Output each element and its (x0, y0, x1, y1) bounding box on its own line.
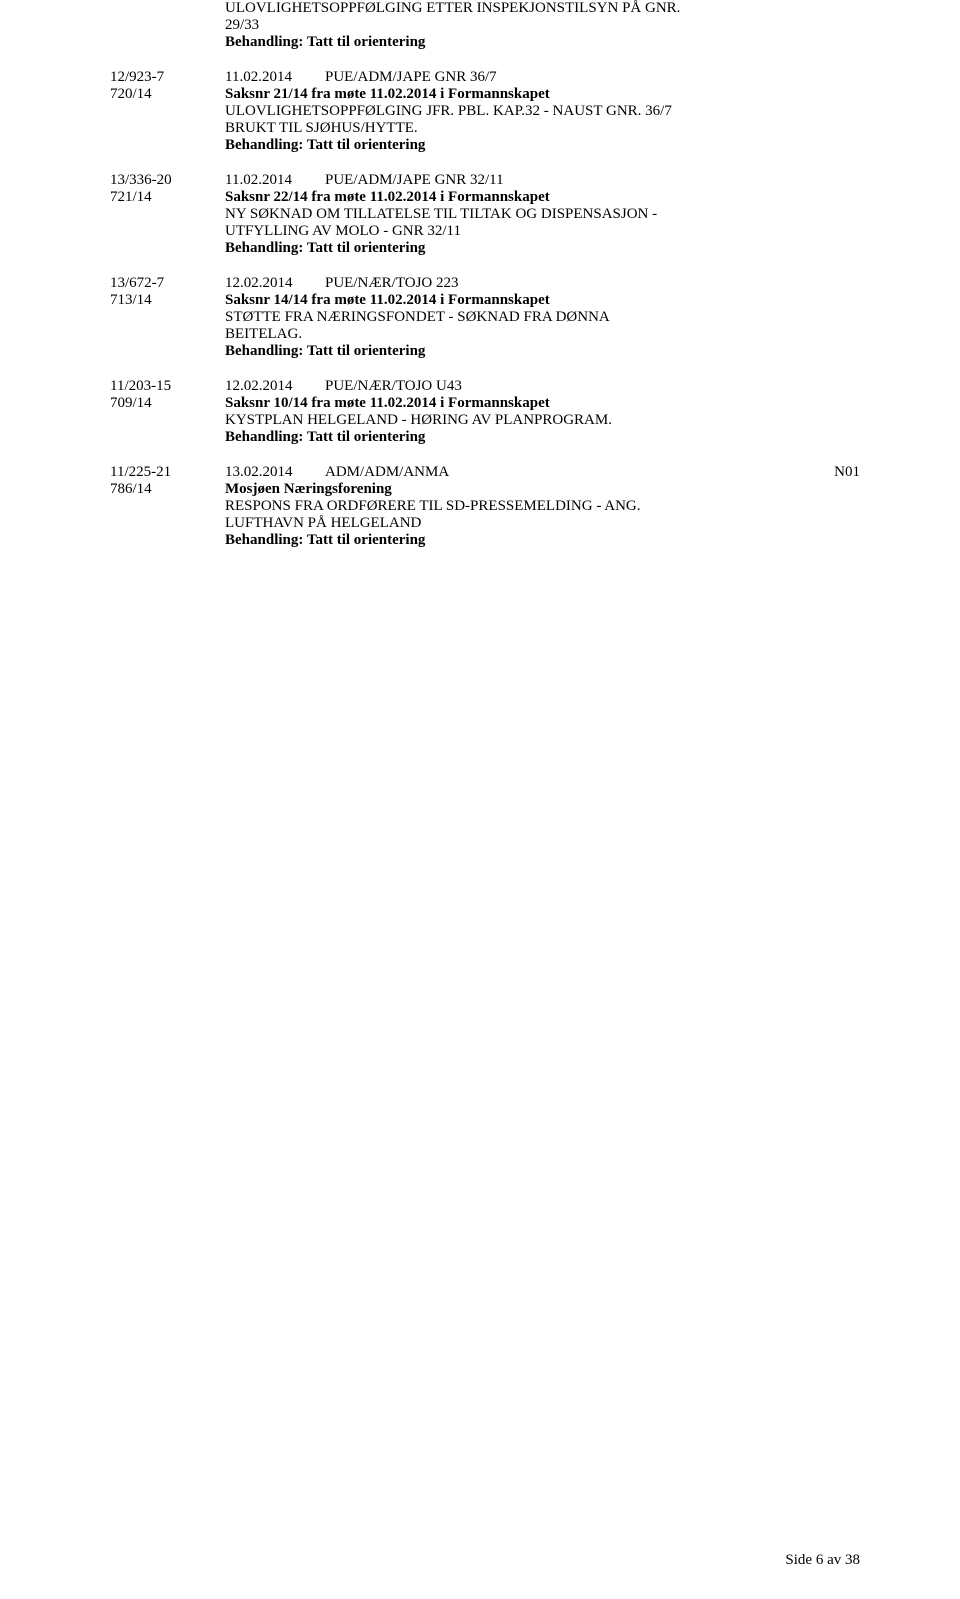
entry: 11/203-1512.02.2014 PUE/NÆR/TOJO U43 709/1… (110, 378, 860, 446)
entry-body-line: NY SØKNAD OM TILLATELSE TIL TILTAK OG DI… (225, 206, 860, 223)
intro-line2: 29/33 (225, 17, 860, 34)
entry-body-line: UTFYLLING AV MOLO - GNR 32/11 (225, 223, 860, 240)
intro-behandling: Behandling: Tatt til orientering (225, 34, 860, 51)
entry-body-line: BEITELAG. (225, 326, 860, 343)
entry-date: 12.02.2014 (225, 275, 313, 292)
entry-ref-top: 13/672-7 (110, 275, 225, 292)
entry: 13/336-2011.02.2014 PUE/ADM/JAPE GNR 32/1… (110, 172, 860, 257)
page-number: Side 6 av 38 (785, 1552, 860, 1569)
entry-body-line: LUFTHAVN PÅ HELGELAND (225, 515, 860, 532)
entry-body-line: STØTTE FRA NÆRINGSFONDET - SØKNAD FRA DØ… (225, 309, 860, 326)
entry-saksnr: Saksnr 21/14 fra møte 11.02.2014 i Forma… (225, 86, 860, 103)
entry-ref-top: 13/336-20 (110, 172, 225, 189)
entry-code: PUE/NÆR/TOJO 223 (325, 275, 860, 292)
entry-ref-top: 11/225-21 (110, 464, 225, 481)
entry: 12/923-711.02.2014 PUE/ADM/JAPE GNR 36/7 7… (110, 69, 860, 154)
entry-behandling: Behandling: Tatt til orientering (225, 343, 860, 360)
entry-ref-top: 12/923-7 (110, 69, 225, 86)
entry-date: 13.02.2014 (225, 464, 313, 481)
entry-body-line: KYSTPLAN HELGELAND - HØRING AV PLANPROGR… (225, 412, 860, 429)
entry-behandling: Behandling: Tatt til orientering (225, 429, 860, 446)
entry-saksnr: Mosjøen Næringsforening (225, 481, 860, 498)
entry-code: PUE/NÆR/TOJO U43 (325, 378, 860, 395)
page: ULOVLIGHETSOPPFØLGING ETTER INSPEKJONSTI… (0, 0, 960, 1599)
intro-block: ULOVLIGHETSOPPFØLGING ETTER INSPEKJONSTI… (110, 0, 860, 51)
entry-code: ADM/ADM/ANMA (325, 464, 822, 481)
entry-date: 11.02.2014 (225, 69, 313, 86)
entry-ref-bottom: 720/14 (110, 86, 225, 103)
entry-code-extra: N01 (834, 464, 860, 481)
entry-code: PUE/ADM/JAPE GNR 32/11 (325, 172, 860, 189)
entry-behandling: Behandling: Tatt til orientering (225, 137, 860, 154)
entry-behandling: Behandling: Tatt til orientering (225, 240, 860, 257)
entry-date: 12.02.2014 (225, 378, 313, 395)
entry-ref-bottom: 713/14 (110, 292, 225, 309)
entry-body-line: BRUKT TIL SJØHUS/HYTTE. (225, 120, 860, 137)
entry-saksnr: Saksnr 14/14 fra møte 11.02.2014 i Forma… (225, 292, 860, 309)
entry-saksnr: Saksnr 22/14 fra møte 11.02.2014 i Forma… (225, 189, 860, 206)
entry-body-line: RESPONS FRA ORDFØRERE TIL SD-PRESSEMELDI… (225, 498, 860, 515)
intro-line1: ULOVLIGHETSOPPFØLGING ETTER INSPEKJONSTI… (225, 0, 860, 17)
entry-ref-top: 11/203-15 (110, 378, 225, 395)
entry-ref-bottom: 721/14 (110, 189, 225, 206)
entry-ref-bottom: 709/14 (110, 395, 225, 412)
entry-date: 11.02.2014 (225, 172, 313, 189)
entry-body-line: ULOVLIGHETSOPPFØLGING JFR. PBL. KAP.32 -… (225, 103, 860, 120)
entry-code: PUE/ADM/JAPE GNR 36/7 (325, 69, 860, 86)
entry: 11/225-2113.02.2014 ADM/ADM/ANMA N01 786/14… (110, 464, 860, 549)
entry-ref-bottom: 786/14 (110, 481, 225, 498)
entry: 13/672-712.02.2014 PUE/NÆR/TOJO 223 713/14… (110, 275, 860, 360)
entry-behandling: Behandling: Tatt til orientering (225, 532, 860, 549)
entry-saksnr: Saksnr 10/14 fra møte 11.02.2014 i Forma… (225, 395, 860, 412)
